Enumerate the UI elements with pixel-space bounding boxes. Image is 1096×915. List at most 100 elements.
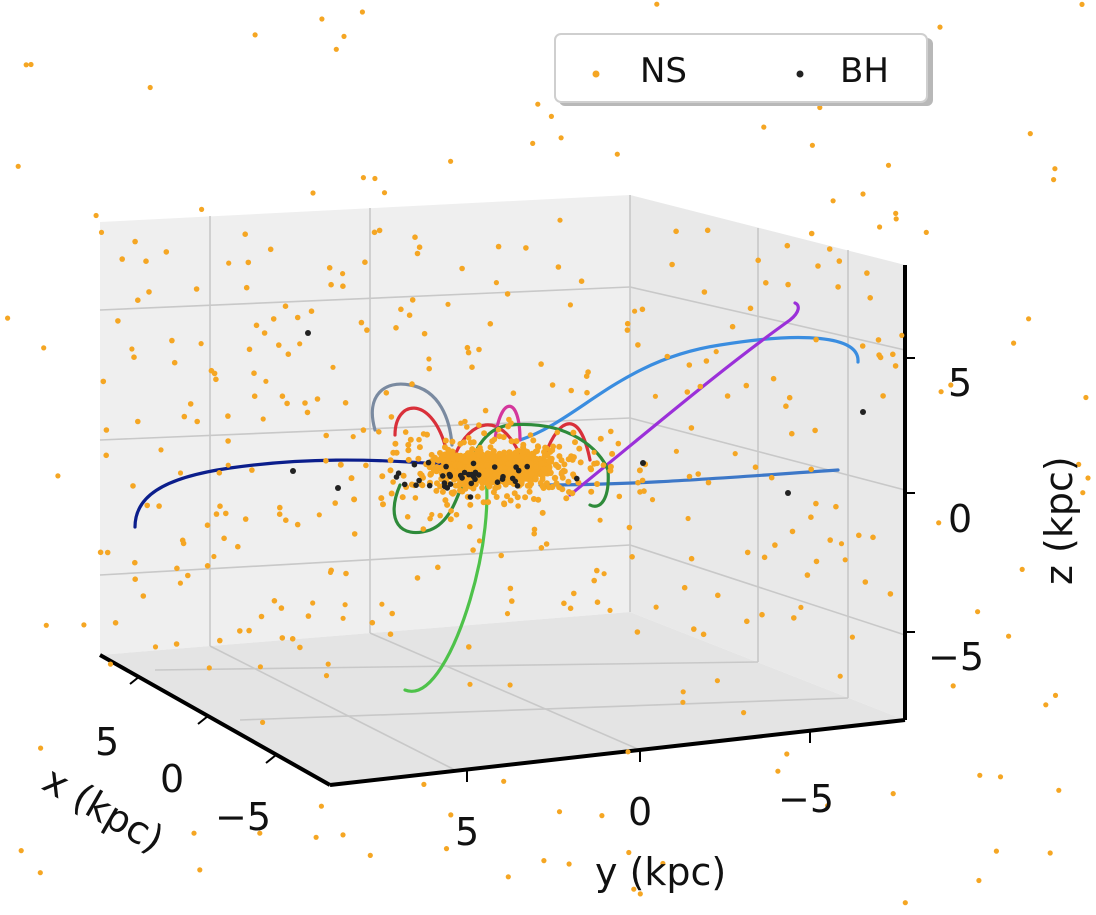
ns-point [530, 496, 537, 502]
ns-point [1079, 1, 1085, 7]
ns-point [899, 332, 905, 338]
ns-point [216, 470, 223, 476]
ns-point [115, 318, 121, 324]
ns-point [152, 644, 159, 650]
ns-point [464, 464, 471, 471]
bh-point [860, 409, 866, 415]
ns-point [340, 271, 346, 277]
ns-point [557, 217, 563, 223]
ns-point [251, 370, 257, 377]
ns-point [860, 191, 866, 197]
ns-point [870, 534, 876, 541]
ns-point [257, 830, 263, 836]
ns-point [333, 46, 339, 52]
ns-point [104, 549, 111, 556]
ns-point [450, 455, 457, 462]
bh-point [411, 461, 418, 468]
ns-point [501, 778, 507, 784]
ns-point [246, 346, 253, 353]
ns-point [541, 453, 548, 459]
bh-point [457, 472, 464, 479]
ns-point [405, 456, 412, 463]
ns-point [328, 281, 334, 288]
ns-point [310, 600, 316, 606]
ns-point [876, 352, 882, 358]
ns-point [660, 860, 666, 867]
ns-point [467, 523, 473, 530]
ns-point [283, 517, 289, 523]
ns-point [501, 500, 508, 507]
ns-point [350, 434, 356, 440]
ns-point [697, 383, 704, 390]
ns-point [360, 175, 366, 181]
ns-point [310, 190, 316, 196]
ns-point [752, 464, 759, 471]
ns-point [1047, 850, 1053, 856]
bh-point [500, 473, 506, 480]
ns-point [100, 378, 107, 385]
ns-point [504, 493, 510, 500]
ns-point [489, 454, 496, 461]
ns-point [786, 394, 793, 401]
ns-point [798, 604, 804, 611]
ns-point [452, 470, 459, 477]
z-axis-label: z (kpc) [1037, 456, 1081, 585]
ns-point [975, 609, 981, 615]
ns-point [41, 345, 47, 351]
ns-point [246, 627, 252, 634]
bh-point [470, 460, 477, 467]
ns-point [457, 487, 463, 494]
ns-point [531, 526, 538, 533]
ns-point [507, 682, 513, 688]
ns-point [420, 526, 427, 532]
y-axis-label: y (kpc) [595, 850, 726, 894]
ns-point [323, 673, 330, 679]
ns-point [775, 768, 781, 774]
ns-point [392, 440, 399, 447]
ns-point [418, 472, 425, 479]
ns-point [1051, 177, 1057, 183]
ns-point [547, 448, 554, 455]
ns-point [519, 462, 526, 469]
ns-point [416, 444, 423, 451]
ns-point [631, 886, 637, 892]
ns-point [369, 619, 376, 626]
ns-point [495, 426, 502, 433]
ns-point [464, 424, 470, 430]
ns-point [761, 124, 767, 130]
ns-point [534, 448, 540, 454]
ns-point [388, 490, 395, 497]
ns-point [626, 849, 632, 856]
ns-point [520, 444, 527, 451]
ns-point [531, 530, 537, 537]
ns-point [556, 809, 563, 815]
ns-point [476, 538, 483, 544]
ns-point [242, 231, 248, 237]
ns-point [376, 429, 382, 435]
ns-point [314, 396, 321, 402]
ns-point [588, 466, 595, 473]
ns-point [135, 297, 141, 304]
ns-point [713, 349, 719, 355]
y-tick-label: 5 [455, 810, 479, 854]
ns-point [565, 456, 572, 463]
ns-point [1083, 394, 1089, 401]
ns-point [249, 467, 255, 473]
ns-point [543, 541, 550, 547]
ns-point [433, 487, 440, 494]
ns-point [260, 719, 266, 726]
ns-point [235, 543, 241, 550]
ns-point [217, 637, 223, 644]
bh-point [401, 481, 408, 488]
ns-point [171, 359, 178, 366]
ns-point [474, 493, 481, 500]
ns-point [789, 528, 796, 535]
ns-point [434, 464, 440, 470]
ns-point [444, 501, 451, 508]
ns-point [893, 210, 899, 216]
ns-point [297, 644, 303, 651]
ns-point [359, 9, 365, 15]
ns-point [282, 303, 289, 310]
ns-point [470, 547, 476, 553]
